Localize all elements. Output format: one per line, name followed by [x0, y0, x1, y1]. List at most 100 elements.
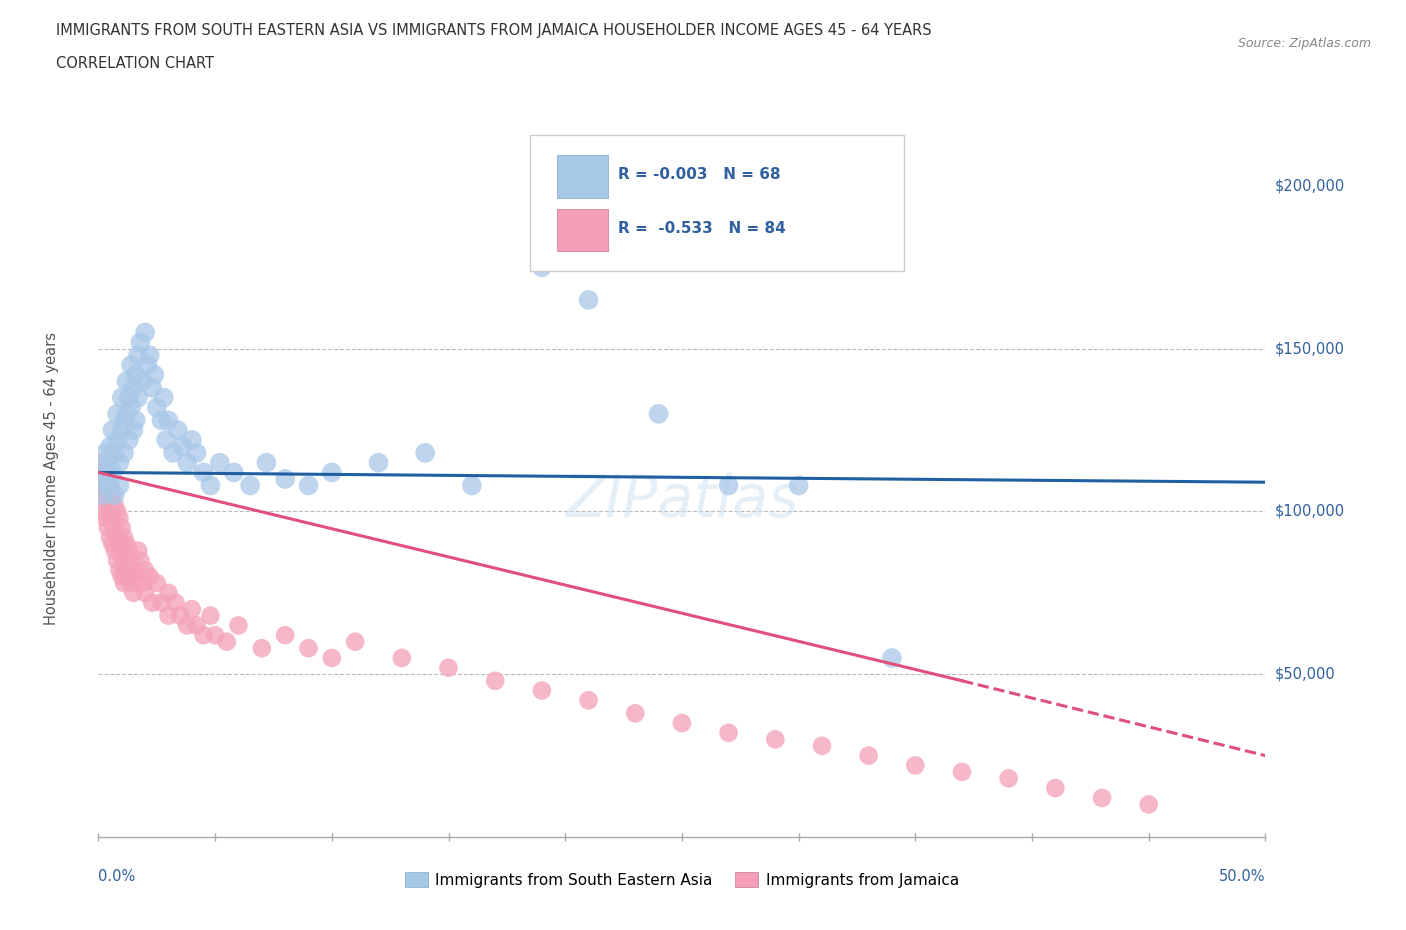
Point	[208, 456, 231, 471]
Point	[297, 478, 319, 493]
Point	[104, 543, 127, 558]
Point	[105, 530, 128, 545]
Point	[105, 504, 128, 519]
Point	[97, 498, 120, 512]
Point	[112, 530, 135, 545]
Point	[858, 748, 880, 763]
Point	[129, 335, 152, 350]
Point	[91, 504, 114, 519]
Point	[97, 478, 120, 493]
Point	[176, 456, 198, 471]
Point	[157, 413, 180, 428]
Point	[129, 552, 152, 567]
Point	[108, 563, 131, 578]
Point	[120, 552, 142, 567]
Point	[484, 673, 506, 688]
Point	[880, 651, 903, 666]
Point	[122, 422, 145, 438]
Text: IMMIGRANTS FROM SOUTH EASTERN ASIA VS IMMIGRANTS FROM JAMAICA HOUSEHOLDER INCOME: IMMIGRANTS FROM SOUTH EASTERN ASIA VS IM…	[56, 23, 932, 38]
Point	[111, 391, 134, 405]
Point	[186, 445, 208, 460]
Point	[111, 543, 134, 558]
Point	[90, 472, 112, 486]
Point	[98, 504, 121, 519]
Point	[136, 358, 159, 373]
Point	[101, 422, 124, 438]
Point	[91, 456, 114, 471]
Text: Source: ZipAtlas.com: Source: ZipAtlas.com	[1237, 37, 1371, 50]
Point	[97, 521, 120, 536]
Point	[1091, 790, 1114, 805]
Point	[139, 569, 162, 584]
Point	[122, 563, 145, 578]
Point	[118, 569, 141, 584]
Point	[127, 348, 149, 363]
Point	[98, 478, 121, 493]
Text: ZIPatlas: ZIPatlas	[565, 472, 799, 529]
Point	[274, 628, 297, 643]
Point	[172, 439, 194, 454]
Point	[127, 543, 149, 558]
Point	[105, 406, 128, 421]
Point	[239, 478, 262, 493]
Point	[127, 391, 149, 405]
Point	[105, 552, 128, 567]
Point	[157, 608, 180, 623]
Text: R = -0.003   N = 68: R = -0.003 N = 68	[617, 167, 780, 182]
Point	[94, 488, 117, 503]
Point	[120, 358, 142, 373]
Point	[94, 511, 117, 525]
Point	[204, 628, 226, 643]
Point	[228, 618, 250, 633]
Point	[134, 586, 156, 601]
Point	[437, 660, 460, 675]
Point	[146, 400, 169, 415]
Text: $150,000: $150,000	[1275, 341, 1344, 356]
Point	[108, 456, 131, 471]
Point	[112, 576, 135, 591]
Point	[763, 732, 786, 747]
Point	[215, 634, 238, 649]
Point	[155, 432, 177, 447]
Point	[200, 608, 222, 623]
Point	[297, 641, 319, 656]
Point	[461, 478, 484, 493]
Point	[222, 465, 245, 480]
Point	[105, 432, 128, 447]
Point	[413, 445, 436, 460]
Point	[94, 465, 117, 480]
Point	[101, 537, 124, 551]
Point	[101, 465, 124, 480]
Point	[101, 511, 124, 525]
FancyBboxPatch shape	[530, 135, 904, 272]
Point	[186, 618, 208, 633]
Text: $200,000: $200,000	[1275, 179, 1346, 193]
Point	[530, 683, 553, 698]
Point	[115, 374, 138, 389]
Point	[139, 348, 162, 363]
Point	[180, 432, 202, 447]
Point	[717, 478, 740, 493]
Point	[115, 563, 138, 578]
Point	[112, 552, 135, 567]
Point	[111, 422, 134, 438]
Point	[132, 576, 155, 591]
Point	[180, 602, 202, 617]
Point	[125, 367, 148, 382]
Text: 0.0%: 0.0%	[98, 870, 135, 884]
Point	[118, 432, 141, 447]
Point	[176, 618, 198, 633]
Point	[134, 326, 156, 340]
Point	[118, 543, 141, 558]
FancyBboxPatch shape	[557, 209, 609, 251]
Point	[150, 595, 173, 610]
Point	[143, 367, 166, 382]
Point	[150, 413, 173, 428]
Point	[111, 569, 134, 584]
Point	[717, 725, 740, 740]
Point	[104, 488, 127, 503]
Text: $100,000: $100,000	[1275, 504, 1346, 519]
Point	[624, 706, 647, 721]
Point	[157, 586, 180, 601]
Text: CORRELATION CHART: CORRELATION CHART	[56, 56, 214, 71]
